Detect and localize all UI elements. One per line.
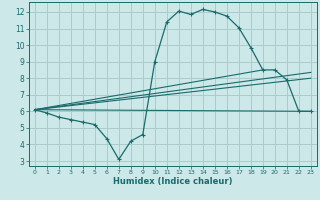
X-axis label: Humidex (Indice chaleur): Humidex (Indice chaleur) — [113, 177, 233, 186]
